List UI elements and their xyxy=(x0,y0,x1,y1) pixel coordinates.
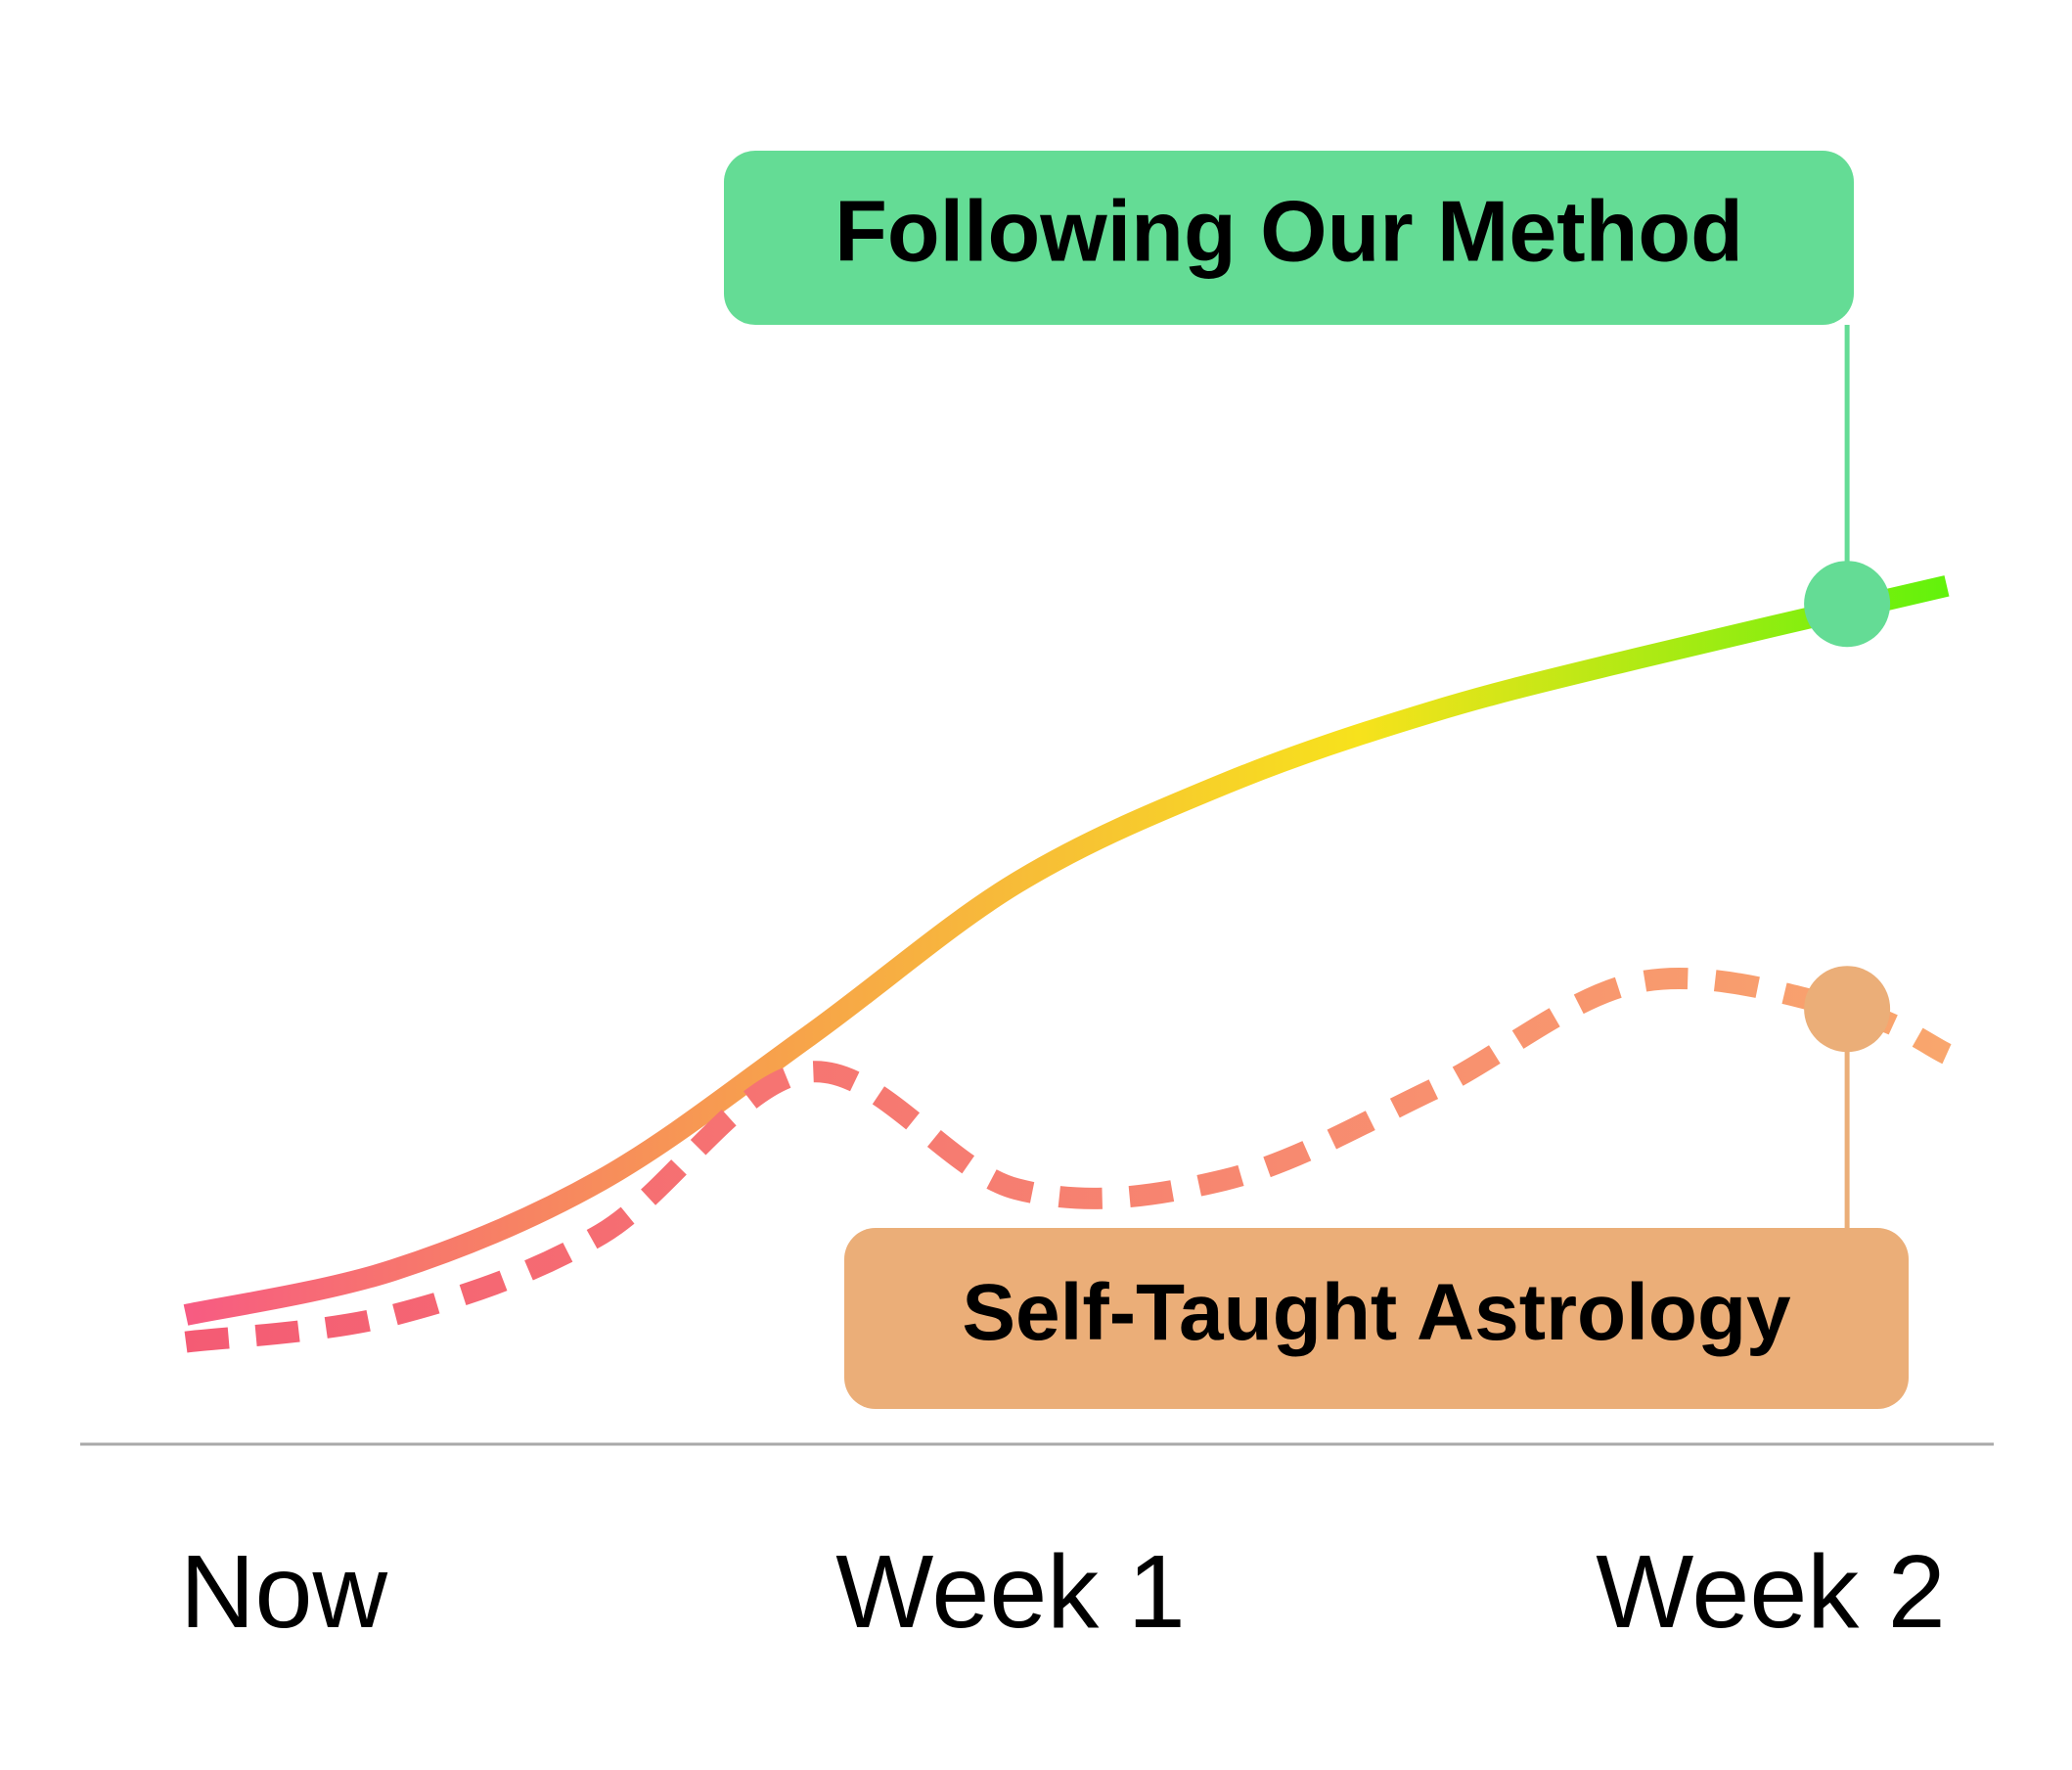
x-tick-label-now: Now xyxy=(180,1534,388,1650)
legend-self-taught-astrology-box xyxy=(844,1228,1909,1409)
legend-following-our-method-label: Following Our Method xyxy=(834,182,1743,279)
legend-self-taught-astrology-label: Self-Taught Astrology xyxy=(962,1268,1791,1357)
chart-lines xyxy=(183,575,1952,1353)
method-highlight-marker xyxy=(1804,561,1891,648)
chart-labels: Following Our Method Self-Taught Astrolog… xyxy=(724,151,1909,1409)
series-line-self-taught-astrology xyxy=(184,967,1952,1353)
x-tick-label-week-2: Week 2 xyxy=(1596,1534,1945,1650)
x-axis-ticks: Now Week 1 Week 2 xyxy=(180,1534,1946,1650)
legend-following-our-method-box xyxy=(724,151,1854,325)
x-tick-label-week-1: Week 1 xyxy=(835,1534,1185,1650)
series-line-following-our-method xyxy=(183,575,1950,1326)
chart-markers xyxy=(1804,325,1891,1228)
astrology-highlight-marker xyxy=(1804,966,1891,1053)
